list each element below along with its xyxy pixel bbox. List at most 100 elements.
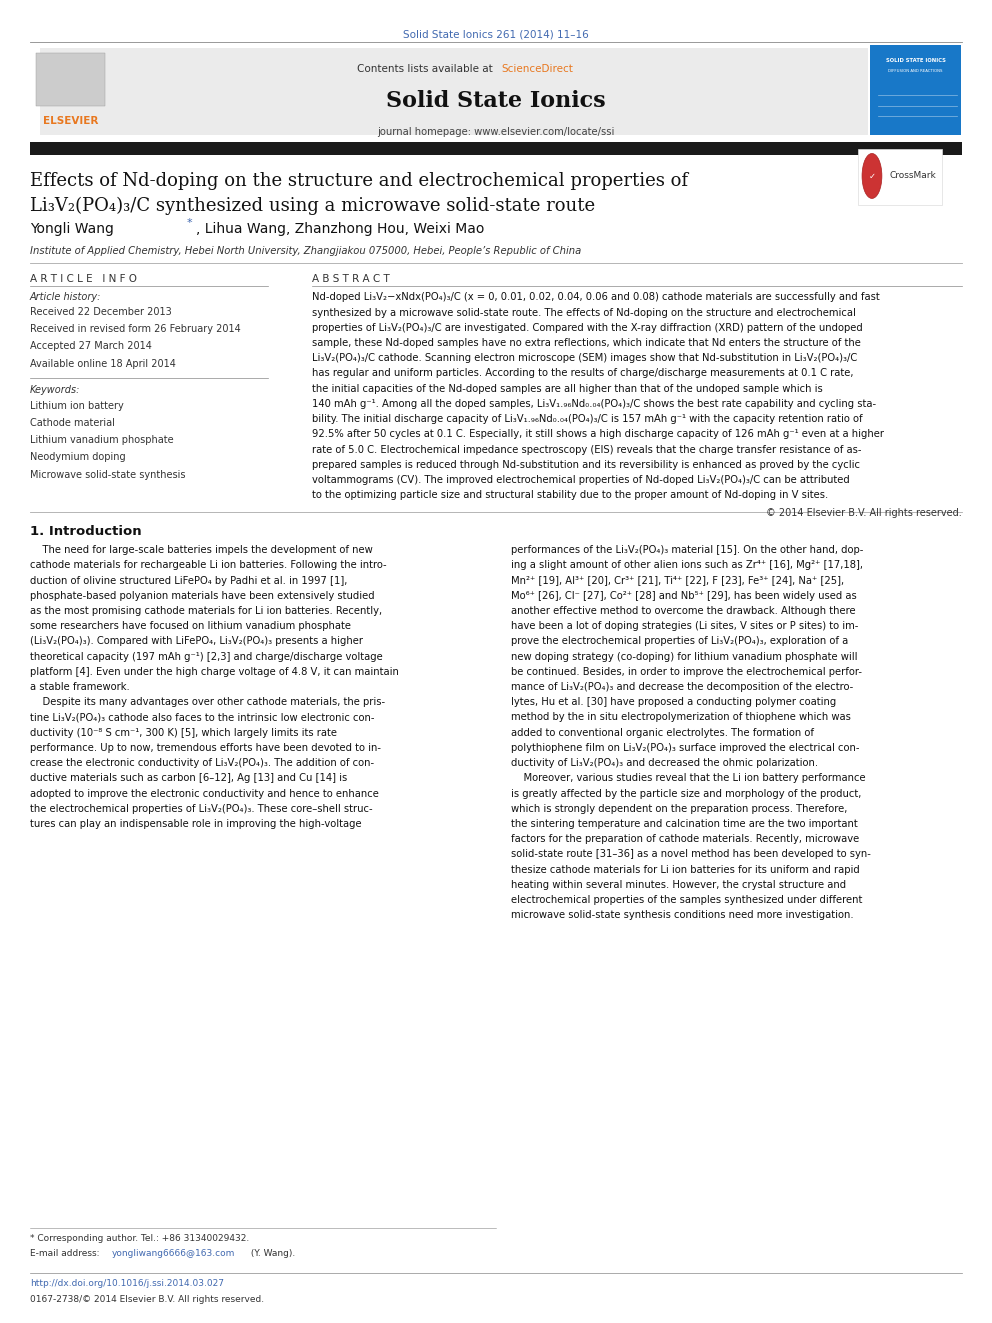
Text: Effects of Nd-doping on the structure and electrochemical properties of: Effects of Nd-doping on the structure an… (30, 172, 687, 191)
Text: Article history:: Article history: (30, 292, 101, 303)
Text: added to conventional organic electrolytes. The formation of: added to conventional organic electrolyt… (511, 728, 813, 738)
Text: to the optimizing particle size and structural stability due to the proper amoun: to the optimizing particle size and stru… (312, 490, 828, 500)
Text: , Lihua Wang, Zhanzhong Hou, Weixi Mao: , Lihua Wang, Zhanzhong Hou, Weixi Mao (196, 222, 485, 237)
Text: method by the in situ electropolymerization of thiophene which was: method by the in situ electropolymerizat… (511, 712, 851, 722)
Text: has regular and uniform particles. According to the results of charge/discharge : has regular and uniform particles. Accor… (312, 368, 854, 378)
Text: solid-state route [31–36] as a novel method has been developed to syn-: solid-state route [31–36] as a novel met… (511, 849, 871, 860)
Text: prove the electrochemical properties of Li₃V₂(PO₄)₃, exploration of a: prove the electrochemical properties of … (511, 636, 848, 647)
Text: duction of olivine structured LiFePO₄ by Padhi et al. in 1997 [1],: duction of olivine structured LiFePO₄ by… (30, 576, 347, 586)
Text: electrochemical properties of the samples synthesized under different: electrochemical properties of the sample… (511, 894, 862, 905)
Text: Lithium ion battery: Lithium ion battery (30, 401, 124, 411)
Text: new doping strategy (co-doping) for lithium vanadium phosphate will: new doping strategy (co-doping) for lith… (511, 651, 857, 662)
FancyBboxPatch shape (30, 142, 962, 155)
Text: journal homepage: www.elsevier.com/locate/ssi: journal homepage: www.elsevier.com/locat… (377, 127, 615, 138)
Text: 1. Introduction: 1. Introduction (30, 525, 142, 538)
Text: ductivity (10⁻⁸ S cm⁻¹, 300 K) [5], which largely limits its rate: ductivity (10⁻⁸ S cm⁻¹, 300 K) [5], whic… (30, 728, 336, 738)
Text: synthesized by a microwave solid-state route. The effects of Nd-doping on the st: synthesized by a microwave solid-state r… (312, 307, 856, 318)
Text: as the most promising cathode materials for Li ion batteries. Recently,: as the most promising cathode materials … (30, 606, 382, 617)
Text: DIFFUSION AND REACTIONS: DIFFUSION AND REACTIONS (889, 69, 942, 74)
Text: factors for the preparation of cathode materials. Recently, microwave: factors for the preparation of cathode m… (511, 833, 859, 844)
Text: *: * (186, 218, 192, 229)
Text: 0167-2738/© 2014 Elsevier B.V. All rights reserved.: 0167-2738/© 2014 Elsevier B.V. All right… (30, 1295, 264, 1304)
Text: Microwave solid-state synthesis: Microwave solid-state synthesis (30, 470, 186, 480)
Text: ✓: ✓ (868, 172, 876, 180)
Text: have been a lot of doping strategies (Li sites, V sites or P sites) to im-: have been a lot of doping strategies (Li… (511, 620, 858, 631)
Text: performances of the Li₃V₂(PO₄)₃ material [15]. On the other hand, dop-: performances of the Li₃V₂(PO₄)₃ material… (511, 545, 863, 556)
Text: adopted to improve the electronic conductivity and hence to enhance: adopted to improve the electronic conduc… (30, 789, 379, 799)
Text: Institute of Applied Chemistry, Hebei North University, Zhangjiakou 075000, Hebe: Institute of Applied Chemistry, Hebei No… (30, 246, 581, 257)
Text: Solid State Ionics 261 (2014) 11–16: Solid State Ionics 261 (2014) 11–16 (403, 29, 589, 40)
FancyBboxPatch shape (36, 53, 105, 106)
Text: voltammograms (CV). The improved electrochemical properties of Nd-doped Li₃V₂(PO: voltammograms (CV). The improved electro… (312, 475, 850, 486)
Text: (Li₃V₂(PO₄)₃). Compared with LiFePO₄, Li₃V₂(PO₄)₃ presents a higher: (Li₃V₂(PO₄)₃). Compared with LiFePO₄, Li… (30, 636, 363, 647)
Text: Mn²⁺ [19], Al³⁺ [20], Cr³⁺ [21], Ti⁴⁺ [22], F [23], Fe³⁺ [24], Na⁺ [25],: Mn²⁺ [19], Al³⁺ [20], Cr³⁺ [21], Ti⁴⁺ [2… (511, 576, 844, 586)
Text: platform [4]. Even under the high charge voltage of 4.8 V, it can maintain: platform [4]. Even under the high charge… (30, 667, 399, 677)
Text: some researchers have focused on lithium vanadium phosphate: some researchers have focused on lithium… (30, 620, 351, 631)
Text: phosphate-based polyanion materials have been extensively studied: phosphate-based polyanion materials have… (30, 590, 374, 601)
Text: Li₃V₂(PO₄)₃/C synthesized using a microwave solid-state route: Li₃V₂(PO₄)₃/C synthesized using a microw… (30, 197, 595, 216)
Text: A R T I C L E   I N F O: A R T I C L E I N F O (30, 274, 137, 284)
Text: © 2014 Elsevier B.V. All rights reserved.: © 2014 Elsevier B.V. All rights reserved… (767, 508, 962, 519)
Text: Received 22 December 2013: Received 22 December 2013 (30, 307, 172, 318)
Text: Mo⁶⁺ [26], Cl⁻ [27], Co²⁺ [28] and Nb⁵⁺ [29], has been widely used as: Mo⁶⁺ [26], Cl⁻ [27], Co²⁺ [28] and Nb⁵⁺ … (511, 590, 857, 601)
Text: polythiophene film on Li₃V₂(PO₄)₃ surface improved the electrical con-: polythiophene film on Li₃V₂(PO₄)₃ surfac… (511, 742, 859, 753)
Text: Lithium vanadium phosphate: Lithium vanadium phosphate (30, 435, 174, 446)
Text: be continued. Besides, in order to improve the electrochemical perfor-: be continued. Besides, in order to impro… (511, 667, 862, 677)
Ellipse shape (862, 153, 882, 198)
Text: theoretical capacity (197 mAh g⁻¹) [2,3] and charge/discharge voltage: theoretical capacity (197 mAh g⁻¹) [2,3]… (30, 651, 383, 662)
FancyBboxPatch shape (858, 149, 942, 205)
Text: The need for large-scale batteries impels the development of new: The need for large-scale batteries impel… (30, 545, 373, 556)
Text: E-mail address:: E-mail address: (30, 1249, 102, 1258)
Text: Moreover, various studies reveal that the Li ion battery performance: Moreover, various studies reveal that th… (511, 773, 865, 783)
Text: properties of Li₃V₂(PO₄)₃/C are investigated. Compared with the X-ray diffractio: properties of Li₃V₂(PO₄)₃/C are investig… (312, 323, 863, 333)
Text: Cathode material: Cathode material (30, 418, 115, 429)
Text: performance. Up to now, tremendous efforts have been devoted to in-: performance. Up to now, tremendous effor… (30, 742, 381, 753)
Text: Solid State Ionics: Solid State Ionics (386, 90, 606, 111)
Text: another effective method to overcome the drawback. Although there: another effective method to overcome the… (511, 606, 855, 617)
Text: prepared samples is reduced through Nd-substitution and its reversibility is enh: prepared samples is reduced through Nd-s… (312, 459, 860, 470)
Text: the initial capacities of the Nd-doped samples are all higher than that of the u: the initial capacities of the Nd-doped s… (312, 384, 823, 394)
Text: Contents lists available at: Contents lists available at (357, 64, 496, 74)
FancyBboxPatch shape (40, 48, 868, 135)
Text: A B S T R A C T: A B S T R A C T (312, 274, 390, 284)
Text: http://dx.doi.org/10.1016/j.ssi.2014.03.027: http://dx.doi.org/10.1016/j.ssi.2014.03.… (30, 1279, 224, 1289)
Text: ductivity of Li₃V₂(PO₄)₃ and decreased the ohmic polarization.: ductivity of Li₃V₂(PO₄)₃ and decreased t… (511, 758, 818, 769)
Text: cathode materials for rechargeable Li ion batteries. Following the intro-: cathode materials for rechargeable Li io… (30, 561, 387, 570)
Text: Received in revised form 26 February 2014: Received in revised form 26 February 201… (30, 324, 240, 335)
Text: tures can play an indispensable role in improving the high-voltage: tures can play an indispensable role in … (30, 819, 361, 830)
Text: Neodymium doping: Neodymium doping (30, 452, 125, 463)
Text: Li₃V₂(PO₄)₃/C cathode. Scanning electron microscope (SEM) images show that Nd-su: Li₃V₂(PO₄)₃/C cathode. Scanning electron… (312, 353, 858, 364)
Text: which is strongly dependent on the preparation process. Therefore,: which is strongly dependent on the prepa… (511, 803, 847, 814)
Text: the electrochemical properties of Li₃V₂(PO₄)₃. These core–shell struc-: the electrochemical properties of Li₃V₂(… (30, 803, 372, 814)
Text: Available online 18 April 2014: Available online 18 April 2014 (30, 359, 176, 369)
Text: (Y. Wang).: (Y. Wang). (248, 1249, 296, 1258)
Text: bility. The initial discharge capacity of Li₃V₁.₉₆Nd₀.₀₄(PO₄)₃/C is 157 mAh g⁻¹ : bility. The initial discharge capacity o… (312, 414, 863, 425)
Text: yongliwang6666@163.com: yongliwang6666@163.com (112, 1249, 235, 1258)
Text: ScienceDirect: ScienceDirect (501, 64, 572, 74)
Text: Nd-doped Li₃V₂−xNdx(PO₄)₃/C (x = 0, 0.01, 0.02, 0.04, 0.06 and 0.08) cathode mat: Nd-doped Li₃V₂−xNdx(PO₄)₃/C (x = 0, 0.01… (312, 292, 880, 303)
Text: rate of 5.0 C. Electrochemical impedance spectroscopy (EIS) reveals that the cha: rate of 5.0 C. Electrochemical impedance… (312, 445, 862, 455)
Text: a stable framework.: a stable framework. (30, 681, 130, 692)
Text: * Corresponding author. Tel.: +86 31340029432.: * Corresponding author. Tel.: +86 313400… (30, 1234, 249, 1244)
Text: Yongli Wang: Yongli Wang (30, 222, 118, 237)
Text: ing a slight amount of other alien ions such as Zr⁴⁺ [16], Mg²⁺ [17,18],: ing a slight amount of other alien ions … (511, 561, 863, 570)
Text: CrossMark: CrossMark (890, 172, 936, 180)
Text: is greatly affected by the particle size and morphology of the product,: is greatly affected by the particle size… (511, 789, 861, 799)
Text: Keywords:: Keywords: (30, 385, 80, 396)
Text: Accepted 27 March 2014: Accepted 27 March 2014 (30, 341, 152, 352)
Text: 92.5% after 50 cycles at 0.1 C. Especially, it still shows a high discharge capa: 92.5% after 50 cycles at 0.1 C. Especial… (312, 429, 885, 439)
Text: thesize cathode materials for Li ion batteries for its uniform and rapid: thesize cathode materials for Li ion bat… (511, 864, 860, 875)
Text: crease the electronic conductivity of Li₃V₂(PO₄)₃. The addition of con-: crease the electronic conductivity of Li… (30, 758, 374, 769)
Text: the sintering temperature and calcination time are the two important: the sintering temperature and calcinatio… (511, 819, 858, 830)
FancyBboxPatch shape (870, 45, 961, 135)
Text: lytes, Hu et al. [30] have proposed a conducting polymer coating: lytes, Hu et al. [30] have proposed a co… (511, 697, 836, 708)
Text: SOLID STATE IONICS: SOLID STATE IONICS (886, 58, 945, 64)
Text: Despite its many advantages over other cathode materials, the pris-: Despite its many advantages over other c… (30, 697, 385, 708)
Text: heating within several minutes. However, the crystal structure and: heating within several minutes. However,… (511, 880, 846, 890)
Text: 140 mAh g⁻¹. Among all the doped samples, Li₃V₁.₉₆Nd₀.₀₄(PO₄)₃/C shows the best : 140 mAh g⁻¹. Among all the doped samples… (312, 398, 877, 409)
Text: ELSEVIER: ELSEVIER (43, 116, 98, 127)
Text: sample, these Nd-doped samples have no extra reflections, which indicate that Nd: sample, these Nd-doped samples have no e… (312, 337, 861, 348)
Text: tine Li₃V₂(PO₄)₃ cathode also faces to the intrinsic low electronic con-: tine Li₃V₂(PO₄)₃ cathode also faces to t… (30, 712, 374, 722)
Text: mance of Li₃V₂(PO₄)₃ and decrease the decomposition of the electro-: mance of Li₃V₂(PO₄)₃ and decrease the de… (511, 681, 853, 692)
Text: ductive materials such as carbon [6–12], Ag [13] and Cu [14] is: ductive materials such as carbon [6–12],… (30, 773, 347, 783)
